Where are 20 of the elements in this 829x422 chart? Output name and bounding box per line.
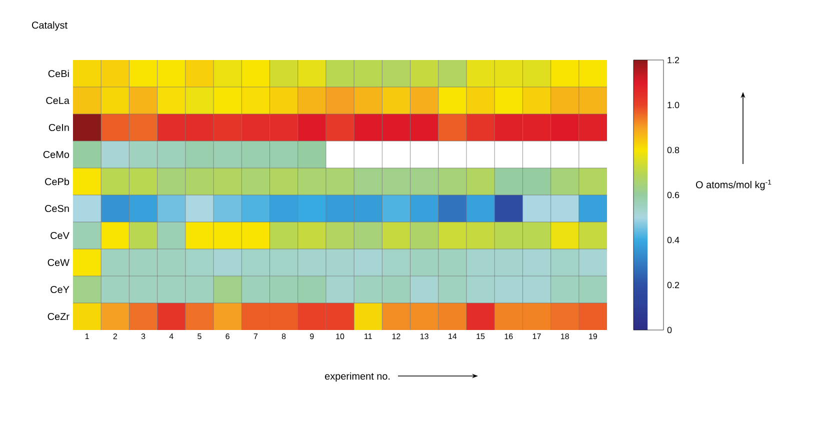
- color-bar-label: 0: [667, 326, 672, 334]
- color-bar-label: 0.6: [667, 192, 680, 198]
- y-tick-label: CeLa: [46, 96, 70, 104]
- y-tick-label: CePb: [45, 178, 70, 186]
- color-bar-label: 0.4: [667, 236, 680, 244]
- y-tick-label: CeBi: [48, 70, 69, 78]
- y-tick-label: CeZr: [48, 312, 70, 320]
- color-bar-title: O atoms/mol kg$^{-1}$: [696, 180, 772, 190]
- y-tick-label: CeMo: [43, 150, 70, 158]
- color-bar-label: 0.8: [667, 146, 680, 154]
- color-bar-label: 1.2: [668, 56, 680, 64]
- y-tick-label: CeW: [48, 258, 70, 266]
- x-axis-title: experiment no.: [325, 372, 390, 382]
- color-bar-label: 1.0: [668, 102, 680, 108]
- y-axis-title: Catalyst: [32, 21, 68, 31]
- y-tick-label: CeIn: [48, 124, 69, 132]
- color-bar-label: 0.2: [667, 282, 680, 288]
- y-tick-label: CeY: [50, 286, 70, 294]
- y-tick-label: CeV: [50, 232, 70, 240]
- y-tick-label: CeSn: [45, 204, 69, 212]
